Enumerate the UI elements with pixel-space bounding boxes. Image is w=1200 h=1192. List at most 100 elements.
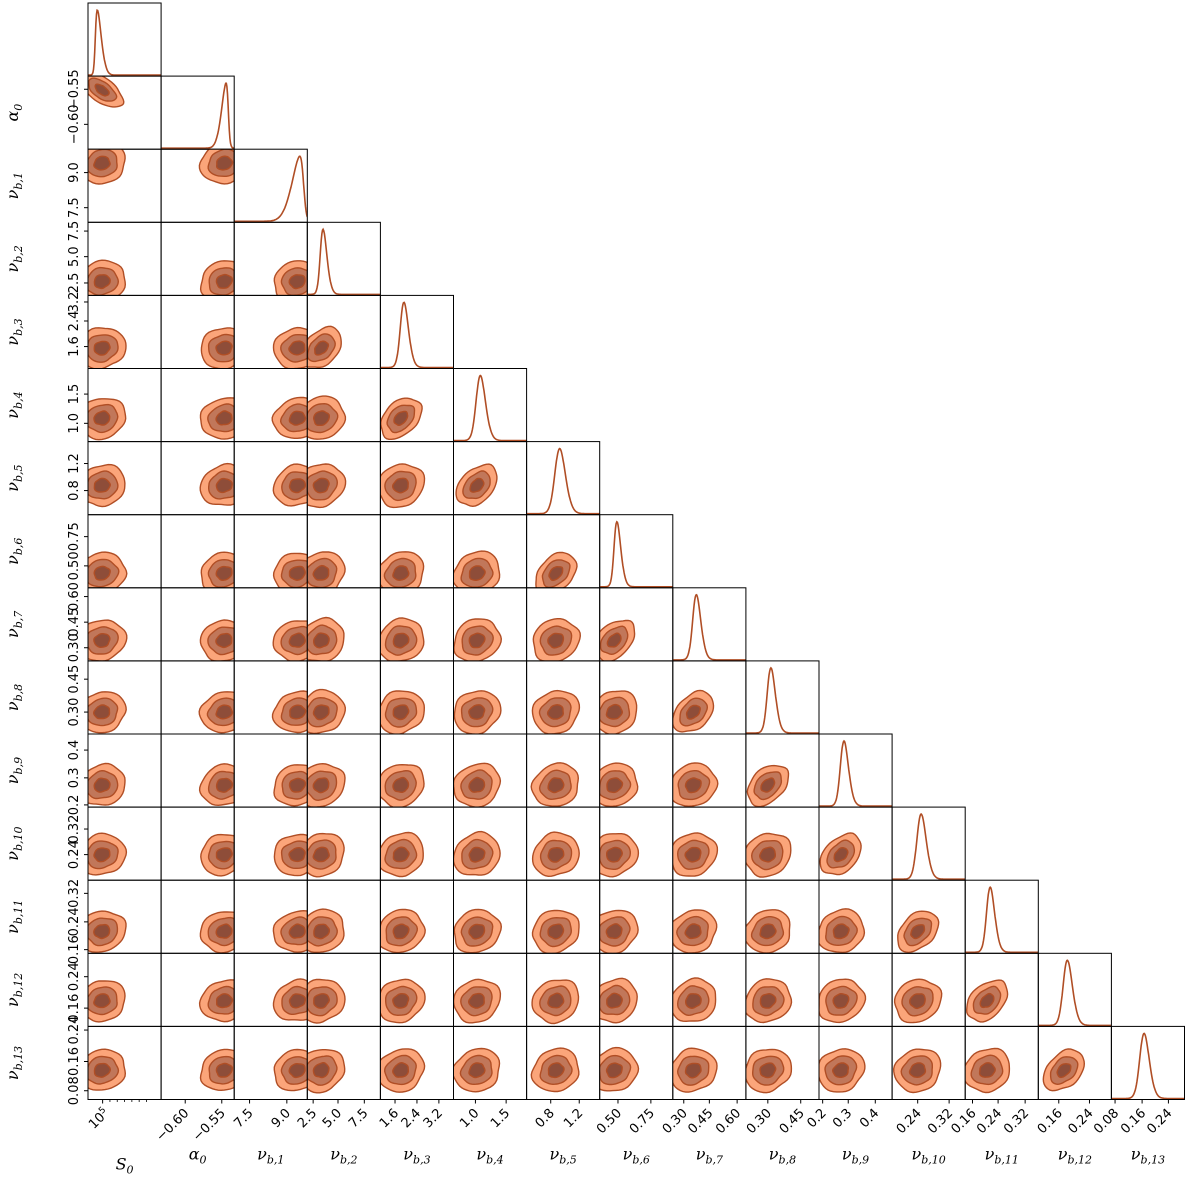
panel-nu6-nu5 (535, 551, 578, 588)
panel-frame (745, 660, 820, 735)
contour-inner-nu9-nu5 (547, 777, 565, 794)
panel-frame (1110, 1025, 1186, 1101)
marginal-line-nu6 (599, 520, 673, 588)
panel-nu8-nu3 (380, 690, 426, 735)
xtick-label-nu10: 0.24 (894, 1106, 925, 1137)
contour-inner-nu2-nu1 (288, 274, 306, 290)
ytick-label-nu4: 1.5 (67, 384, 82, 405)
panel-frame (599, 514, 674, 589)
contour-inner-nu5-alpha0 (215, 477, 233, 494)
xtick-label-nu8: 0.45 (777, 1106, 808, 1137)
contour-inner-nu12-alpha0 (216, 993, 234, 1009)
contour-inner-nu1-alpha0 (216, 155, 234, 171)
contour-inner-nu7-nu6 (606, 632, 622, 648)
contour-inner-nu11-nu5 (547, 923, 565, 940)
panel-frame (233, 148, 308, 223)
panel-nu13-nu1 (273, 1048, 308, 1092)
contour-inner-nu13-nu9 (831, 1062, 850, 1078)
panel-nu1-nu1 (234, 155, 308, 223)
ylabel-nu8: νb,8 (3, 684, 25, 711)
marginal-line-nu11 (965, 885, 1039, 954)
panel-nu10-nu4 (453, 830, 501, 876)
contour-inner-nu13-nu7 (684, 1062, 702, 1079)
ylabel-alpha0: α0 (3, 104, 25, 122)
panel-nu5-alpha0 (199, 462, 235, 506)
panel-nu6-nu1 (272, 552, 308, 588)
ytick-label-nu2: 5.0 (67, 246, 82, 267)
panel-frame (379, 294, 454, 369)
ytick-label-nu7: 0.30 (67, 633, 82, 662)
panel-nu7-nu7 (672, 593, 746, 661)
panel-nu10-nu6 (599, 833, 640, 878)
panel-nu4-nu3 (380, 397, 423, 440)
panel-frame (891, 806, 966, 881)
ylabel-nu9: νb,9 (3, 757, 25, 784)
contour-inner-nu13-S0 (93, 1062, 112, 1078)
panel-nu9-nu9 (819, 739, 893, 807)
contour-inner-nu13-nu3 (392, 1061, 409, 1078)
panel-nu13-nu12 (1042, 1048, 1086, 1092)
contour-inner-nu6-nu3 (392, 565, 410, 582)
contour-inner-nu7-nu5 (547, 632, 565, 649)
ytick-label-nu10: 0.32 (67, 815, 82, 844)
xtick-label-nu8: 0.30 (744, 1106, 775, 1137)
panel-nu8-nu2 (307, 688, 347, 735)
contour-inner-nu10-nu6 (606, 846, 624, 863)
panel-nu4-S0 (88, 398, 127, 441)
xtick-label-nu7: 0.45 (685, 1106, 716, 1137)
panel-nu7-nu1 (272, 620, 308, 661)
marginal-line-alpha0 (161, 82, 235, 149)
xlabel-S0: S0 (116, 1155, 134, 1177)
ytick-label-alpha0: −0.55 (67, 69, 82, 109)
contour-inner-nu2-alpha0 (215, 273, 233, 289)
xlabel-nu5: νb,5 (550, 1145, 577, 1167)
contour-inner-nu10-nu9 (833, 847, 849, 863)
panel-nu7-nu6 (599, 619, 636, 661)
contour-inner-nu9-S0 (93, 777, 111, 793)
contour-inner-nu10-nu4 (468, 846, 486, 863)
contour-inner-nu10-nu3 (392, 846, 410, 863)
panel-nu5-nu2 (307, 463, 347, 509)
panel-nu13-nu11 (965, 1047, 1011, 1094)
contour-inner-nu11-S0 (93, 923, 111, 940)
contour-inner-nu10-alpha0 (215, 847, 233, 863)
contour-inner-nu10-S0 (93, 847, 111, 863)
panel-nu12-S0 (88, 980, 126, 1023)
contour-inner-nu8-nu7 (685, 704, 702, 720)
panel-nu12-alpha0 (198, 979, 235, 1023)
contour-inner-nu3-nu2 (313, 340, 330, 356)
panel-nu5-S0 (88, 463, 126, 508)
panel-nu8-nu8 (745, 666, 819, 734)
xlabel-nu13: νb,13 (1131, 1145, 1165, 1167)
panel-nu6-alpha0 (200, 551, 235, 588)
xlabel-nu12: νb,12 (1058, 1145, 1092, 1167)
contour-inner-nu11-nu3 (392, 923, 410, 940)
panel-nu5-nu4 (455, 463, 498, 508)
panel-nu13-alpha0 (199, 1048, 235, 1092)
panel-nu8-nu1 (271, 690, 308, 734)
ytick-label-nu1: 7.5 (67, 197, 82, 218)
contour-inner-nu11-nu9 (832, 923, 850, 940)
xlabel-nu1: νb,1 (257, 1145, 284, 1167)
xtick-label-nu13: 0.24 (1144, 1106, 1175, 1137)
xtick-label-nu12: 0.16 (1035, 1106, 1066, 1137)
xtick-label-nu7: 0.30 (660, 1106, 691, 1137)
contour-inner-nu8-nu1 (289, 704, 307, 720)
contour-inner-nu11-nu4 (468, 923, 486, 940)
xtick-label-nu1: 7.5 (231, 1106, 256, 1131)
ylabel-nu5: νb,5 (3, 465, 25, 492)
xtick-label-nu2: 7.5 (346, 1106, 371, 1131)
ytick-label-nu2: 7.5 (67, 221, 82, 242)
panel-nu12-nu4 (453, 978, 502, 1024)
panel-frame (672, 587, 747, 662)
panel-nu13-nu4 (453, 1047, 501, 1093)
ytick-label-nu9: 0.3 (67, 768, 82, 789)
ytick-label-nu6: 0.75 (67, 522, 82, 551)
ytick-label-nu13: 0.16 (67, 1047, 82, 1076)
contour-inner-nu11-nu7 (684, 923, 702, 940)
panel-nu3-nu1 (272, 326, 308, 369)
contour-inner-nu4-nu2 (313, 410, 330, 426)
panel-nu9-alpha0 (198, 763, 235, 807)
contour-inner-nu13-nu4 (468, 1062, 486, 1079)
panel-nu7-nu2 (307, 616, 345, 661)
